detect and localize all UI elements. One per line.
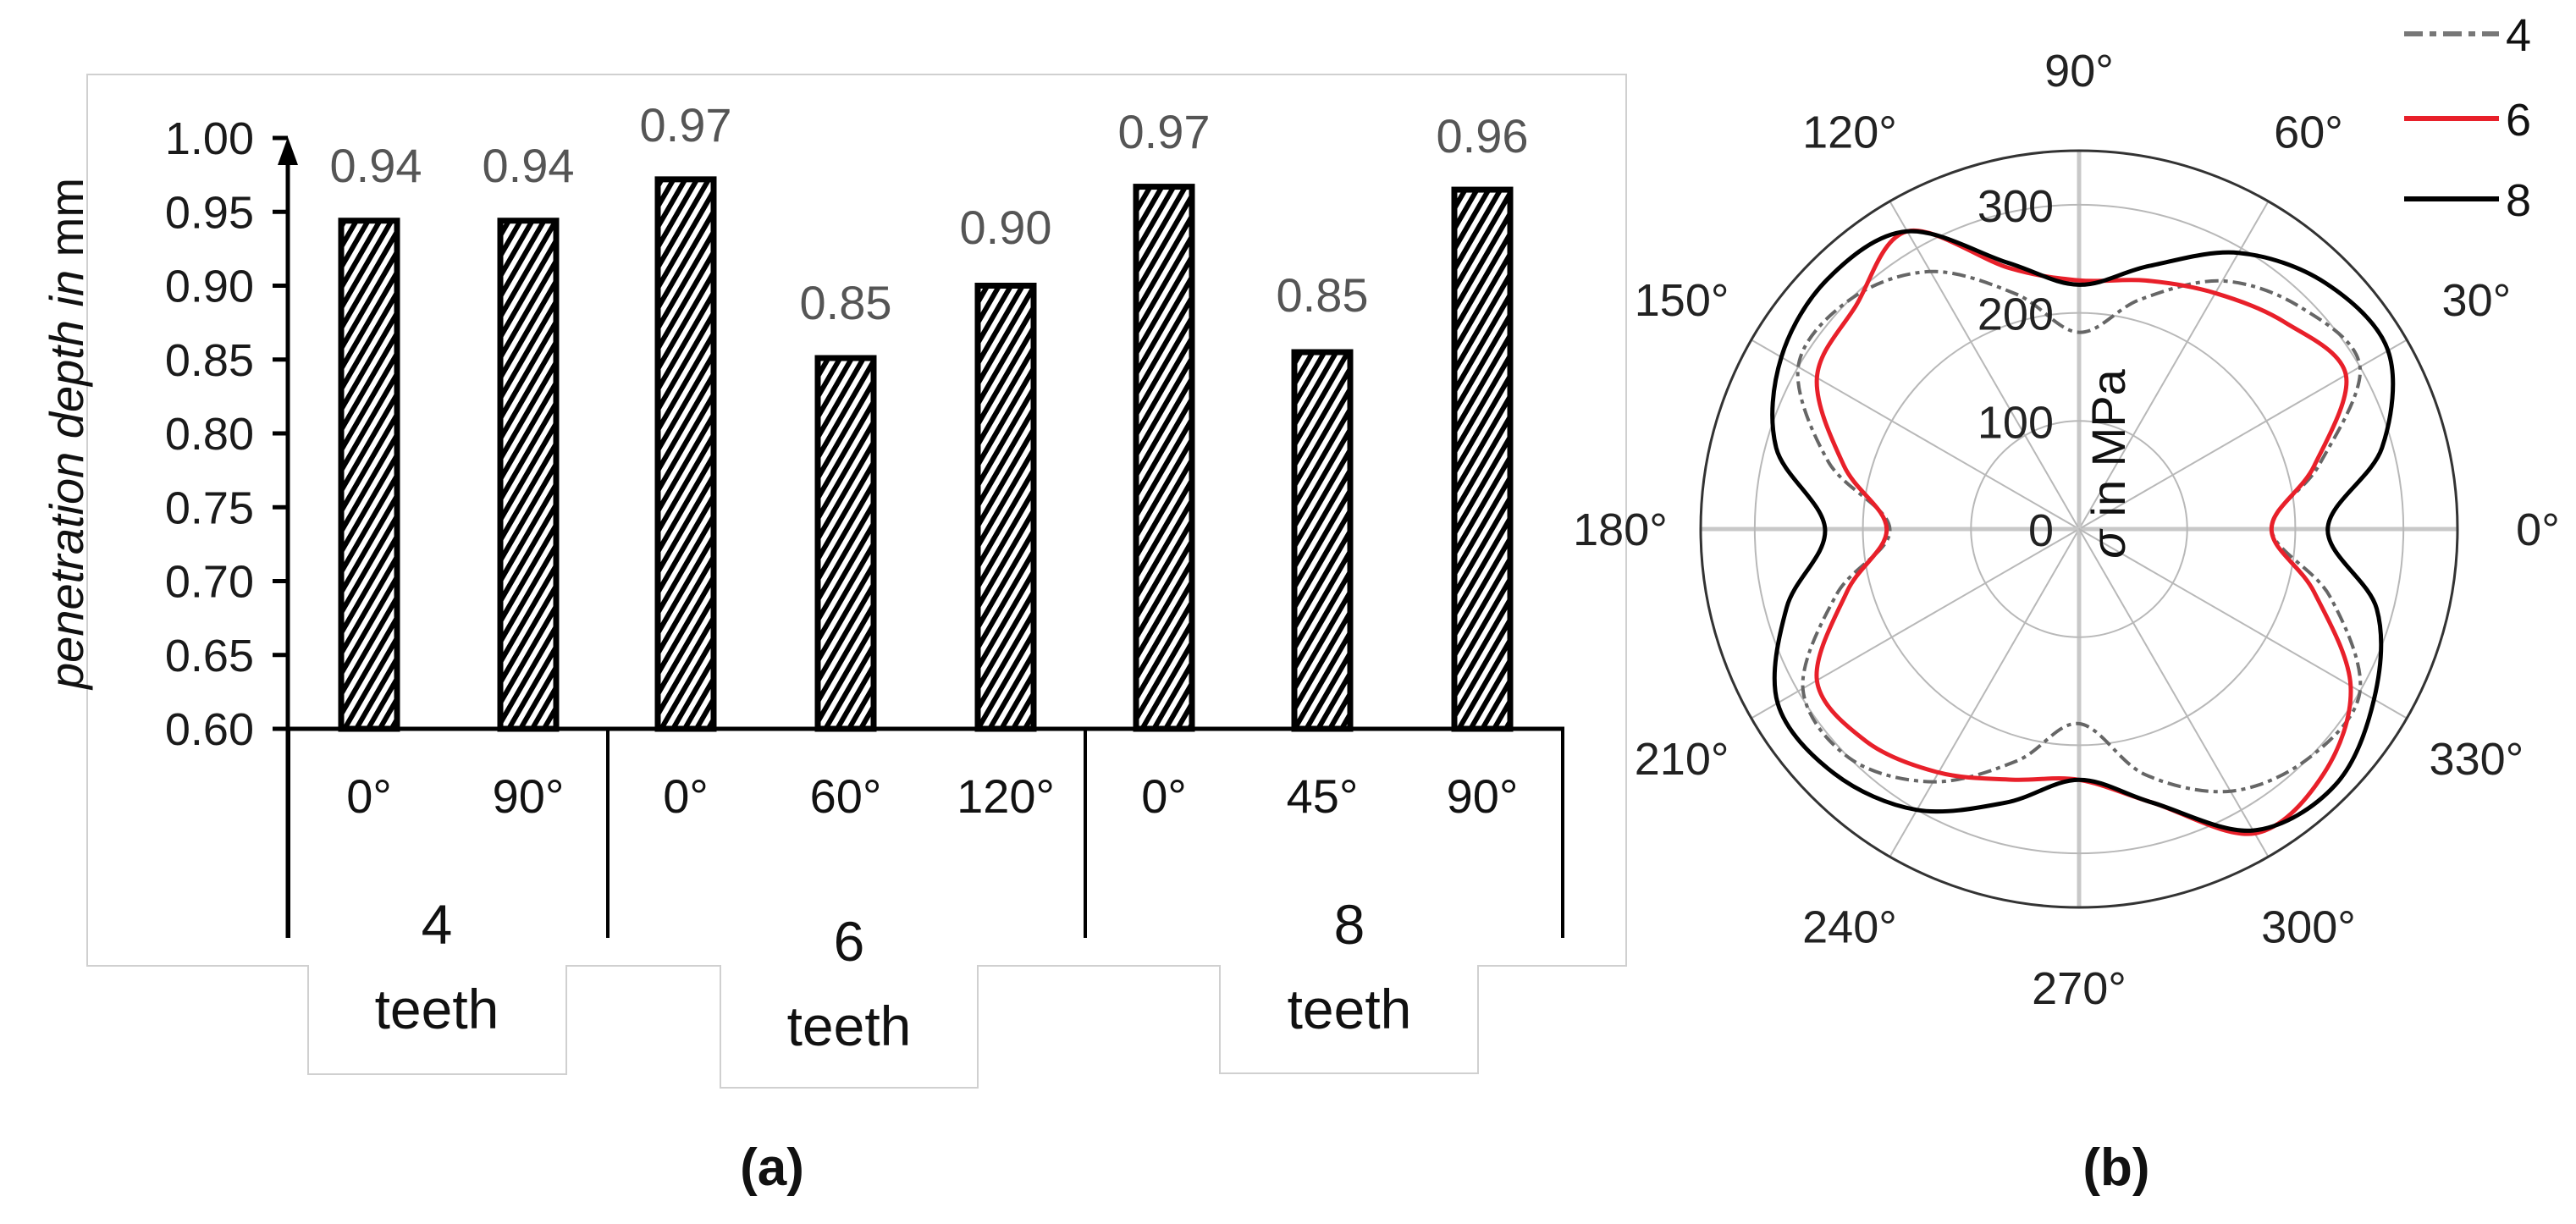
bar-value-label: 0.94 <box>483 139 575 192</box>
bar <box>1451 186 1514 732</box>
bar <box>497 218 560 732</box>
group-number-label: 8 <box>1334 893 1365 956</box>
bar-value-label: 0.85 <box>800 276 892 329</box>
polar-spoke <box>1889 201 2080 530</box>
radial-tick-label: 300 <box>1978 181 2054 232</box>
group-number-label: 6 <box>834 910 865 973</box>
y-tick-label: 0.60 <box>165 704 254 755</box>
category-label: 45° <box>1287 769 1359 823</box>
radial-tick-label: 0 <box>2028 505 2054 556</box>
polar-spoke <box>2078 339 2408 530</box>
bar <box>1291 349 1354 732</box>
angle-tick-label: 150° <box>1635 275 1729 326</box>
category-label: 0° <box>346 769 392 823</box>
radial-tick-label: 200 <box>1978 289 2054 340</box>
bar <box>814 355 877 732</box>
bar-value-label: 0.85 <box>1277 268 1369 322</box>
y-axis-arrow-icon <box>278 137 298 165</box>
bar-chart-panel: penetration depth in mm 0.60 0.65 0.70 0.75… <box>40 74 1627 1089</box>
legend-label-8: 8 <box>2506 175 2531 226</box>
bar-value-label: 0.97 <box>640 98 732 152</box>
polar-spoke <box>2078 528 2270 857</box>
group-number-label: 4 <box>422 893 453 956</box>
y-tick-label: 0.85 <box>165 335 254 386</box>
bar <box>338 218 400 732</box>
angle-tick-label: 90° <box>2044 46 2114 96</box>
group-label-boxes <box>307 962 1479 1089</box>
y-tick-label: 0.95 <box>165 187 254 238</box>
category-label: 60° <box>810 769 882 823</box>
bar-value-label: 0.90 <box>960 201 1052 254</box>
group-label-box <box>720 965 979 1089</box>
bar-value-label: 0.96 <box>1437 109 1529 163</box>
radial-tick-label: 100 <box>1978 397 2054 448</box>
group-labels: 4 teeth 6 teeth 8 teeth <box>375 893 1412 1057</box>
category-label: 0° <box>1141 769 1187 823</box>
bar <box>974 283 1037 732</box>
polar-outer-circle <box>1699 149 2459 909</box>
radial-tick-labels: 0 100 200 300 <box>1978 181 2054 556</box>
series-4-teeth-curve <box>1795 269 2363 794</box>
series-6-teeth-curve <box>1814 228 2353 836</box>
angle-tick-label: 60° <box>2274 108 2343 158</box>
polar-chart-panel: 0 100 200 300 0° 30° 60° 90° 120° 150° 180° 210° 24… <box>1573 10 2560 1014</box>
bar <box>654 176 717 732</box>
bar <box>1133 184 1195 732</box>
series-8-teeth-curve <box>1770 229 2396 833</box>
polar-spoke <box>1889 528 2080 857</box>
polar-spoke <box>1751 339 2080 530</box>
bar-value-label: 0.97 <box>1118 105 1211 158</box>
polar-spoke <box>1751 528 2080 720</box>
polar-spoke <box>2078 201 2270 530</box>
y-tick-label: 0.70 <box>165 557 254 608</box>
y-axis-ticks: 0.60 0.65 0.70 0.75 0.80 0.85 0.90 0.95 1.00 <box>165 113 288 755</box>
angle-tick-labels: 0° 30° 60° 90° 120° 150° 180° 210° 240° 270° 300° 3… <box>1573 46 2560 1014</box>
polar-ring <box>1862 312 2297 747</box>
group-dividers <box>287 729 1564 938</box>
y-axis-title: penetration depth in mm <box>40 178 93 691</box>
polar-series <box>1770 228 2396 836</box>
y-tick-label: 1.00 <box>165 113 254 164</box>
category-labels: 0° 90° 0° 60° 120° 0° 45° 90° <box>346 769 1518 823</box>
y-tick-label: 0.65 <box>165 631 254 681</box>
angle-tick-label: 0° <box>2516 504 2560 555</box>
angle-tick-label: 120° <box>1802 108 1897 158</box>
polar-grid <box>1699 149 2459 909</box>
legend: 4 6 8 <box>2404 10 2531 226</box>
category-label: 90° <box>493 769 565 823</box>
angle-tick-label: 330° <box>2430 734 2524 785</box>
group-word-label: teeth <box>1288 978 1412 1040</box>
angle-tick-label: 30° <box>2442 275 2512 326</box>
category-label: 0° <box>663 769 709 823</box>
y-tick-label: 0.75 <box>165 482 254 533</box>
angle-tick-label: 270° <box>2032 963 2126 1014</box>
caption-a: (a) <box>740 1139 804 1197</box>
angle-tick-label: 240° <box>1802 901 1897 952</box>
category-label: 120° <box>957 769 1055 823</box>
bar-value-label: 0.94 <box>330 139 422 192</box>
angle-tick-label: 180° <box>1573 504 1668 555</box>
radial-axis-title: σ in MPa <box>2082 368 2135 558</box>
bars: 0.94 0.94 0.97 0.85 0.90 0.97 0.85 0.96 <box>330 98 1529 732</box>
polar-ring <box>1970 420 2188 638</box>
legend-label-6: 6 <box>2506 95 2531 146</box>
y-tick-label: 0.90 <box>165 262 254 312</box>
legend-label-4: 4 <box>2506 10 2531 61</box>
angle-tick-label: 300° <box>2261 901 2356 952</box>
category-label: 90° <box>1447 769 1519 823</box>
caption-b: (b) <box>2082 1139 2149 1197</box>
group-word-label: teeth <box>787 995 912 1057</box>
group-label-box <box>1219 965 1479 1074</box>
y-tick-label: 0.80 <box>165 409 254 460</box>
angle-tick-label: 210° <box>1635 734 1729 785</box>
polar-ring <box>1753 203 2405 855</box>
group-word-label: teeth <box>375 978 499 1040</box>
